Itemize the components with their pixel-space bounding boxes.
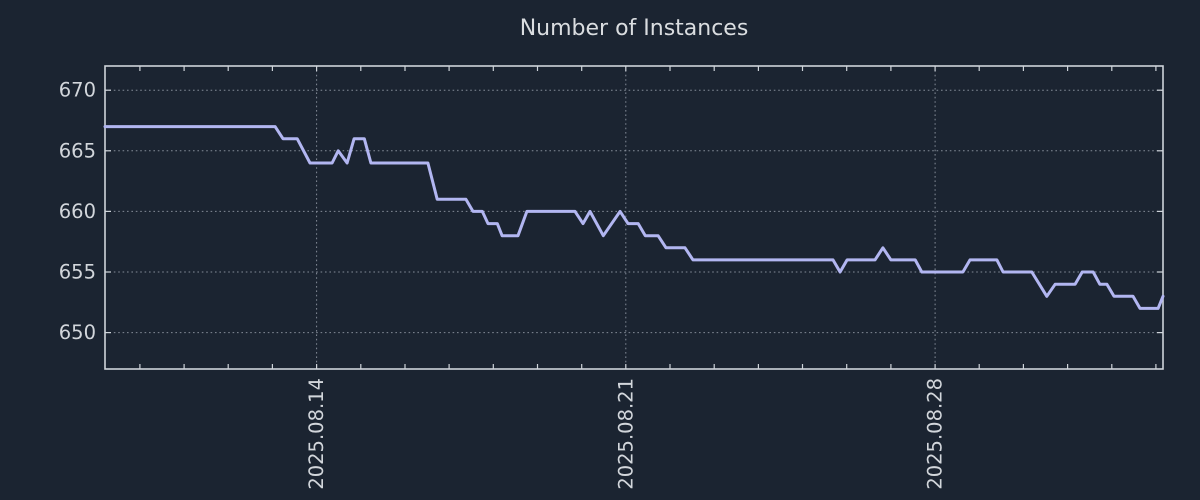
y-tick-label: 650	[59, 321, 96, 344]
y-tick-label: 660	[59, 200, 96, 223]
y-tick-label: 655	[59, 261, 96, 284]
chart-title: Number of Instances	[519, 16, 749, 41]
x-tick-label: 2025.08.28	[924, 378, 947, 490]
x-tick-label: 2025.08.14	[305, 378, 328, 490]
y-tick-label: 665	[59, 139, 96, 162]
x-tick-label: 2025.08.21	[614, 378, 637, 490]
plot-frame	[104, 65, 1164, 370]
series-line	[103, 125, 1165, 310]
y-tick-label: 670	[59, 79, 96, 102]
